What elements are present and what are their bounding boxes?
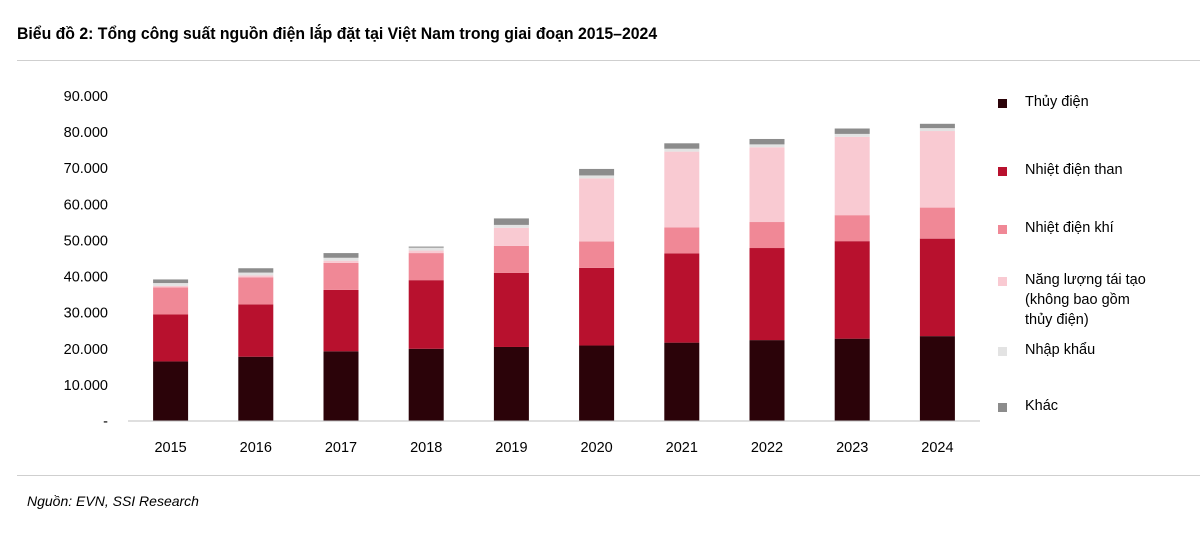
bar-segment — [493, 218, 529, 225]
x-tick-label: 2020 — [580, 440, 612, 456]
bar-segment — [238, 356, 274, 421]
y-tick-label: - — [103, 414, 108, 430]
legend-label: Nhiệt điện than — [1025, 162, 1123, 178]
y-tick-label: 70.000 — [64, 161, 108, 177]
bar-segment — [664, 151, 700, 228]
x-tick-label: 2021 — [666, 440, 698, 456]
x-tick-label: 2022 — [751, 440, 783, 456]
y-tick-label: 90.000 — [64, 89, 108, 105]
bar-segment — [493, 346, 529, 421]
stacked-bar-chart: - 10.000 20.000 30.000 40.000 50.000 60.000 70.… — [64, 89, 980, 456]
bar-segment — [408, 348, 444, 421]
y-tick-label: 60.000 — [64, 197, 108, 213]
bar-segment — [919, 128, 955, 132]
y-tick-label: 50.000 — [64, 233, 108, 249]
bar-segment — [323, 351, 359, 421]
bar-segment — [238, 277, 274, 305]
bar-segment — [408, 250, 444, 254]
legend-swatch — [998, 225, 1007, 234]
bar-segment — [153, 314, 189, 362]
bar-segment — [834, 128, 870, 134]
bar-segment — [664, 253, 700, 343]
bar-segment — [153, 279, 189, 284]
y-tick-label: 40.000 — [64, 270, 108, 286]
legend-label: Thủy điện — [1025, 94, 1089, 110]
x-tick-label: 2024 — [921, 440, 953, 456]
bar-segment — [493, 227, 529, 246]
x-tick-label: 2018 — [410, 440, 442, 456]
legend-label: Nhập khẩu — [1025, 342, 1096, 358]
bar-segment — [834, 136, 870, 216]
legend-swatch — [998, 277, 1007, 286]
chart-title: Biểu đồ 2: Tổng công suất nguồn điện lắp… — [17, 24, 658, 43]
bar-segment — [919, 238, 955, 337]
bar-segment — [408, 253, 444, 281]
bar-segment — [749, 340, 785, 421]
bar-segment — [153, 287, 189, 315]
bar-segment — [664, 227, 700, 254]
bar-segment — [408, 247, 444, 251]
bar-segment — [238, 275, 274, 278]
bar-segment — [323, 289, 359, 352]
bar-segment — [834, 215, 870, 242]
bar-segment — [834, 241, 870, 339]
legend-label: Khác — [1025, 398, 1059, 414]
bar-segment — [749, 222, 785, 249]
bar-segment — [749, 147, 785, 223]
y-tick-label: 20.000 — [64, 342, 108, 358]
legend-swatch — [998, 347, 1007, 356]
y-tick-label: 10.000 — [64, 378, 108, 394]
x-tick-label: 2015 — [154, 440, 186, 456]
bar-segment — [664, 143, 700, 149]
top-divider — [17, 60, 1200, 61]
bar-segment — [238, 272, 274, 276]
legend-swatch — [998, 99, 1007, 108]
bar-segment — [408, 280, 444, 349]
y-tick-label: 80.000 — [64, 125, 108, 141]
bar-segment — [323, 262, 359, 290]
x-tick-label: 2019 — [495, 440, 527, 456]
bar-segment — [493, 245, 529, 273]
bar-segment — [919, 123, 955, 129]
bar-segment — [493, 224, 529, 228]
bottom-divider — [17, 475, 1200, 476]
bar-segment — [749, 248, 785, 341]
bar-segment — [579, 168, 615, 176]
bar-segment — [919, 207, 955, 239]
bar-segment — [408, 246, 444, 248]
y-tick-label: 30.000 — [64, 306, 108, 322]
bar-segment — [323, 257, 359, 261]
source-note: Nguồn: EVN, SSI Research — [27, 493, 199, 509]
bar-segment — [153, 285, 189, 288]
bar-segment — [834, 133, 870, 137]
bar-segment — [153, 283, 189, 286]
x-tick-label: 2017 — [325, 440, 357, 456]
bar-segment — [323, 260, 359, 263]
legend-swatch — [998, 167, 1007, 176]
x-tick-label: 2023 — [836, 440, 868, 456]
legend-swatch — [998, 403, 1007, 412]
bar-segment — [493, 272, 529, 347]
bar-segment — [153, 361, 189, 421]
bar-segment — [749, 144, 785, 148]
legend-label: Nhiệt điện khí — [1025, 220, 1114, 236]
bar-segment — [579, 267, 615, 346]
bar-segment — [664, 148, 700, 152]
bar-segment — [919, 131, 955, 208]
bar-segment — [579, 241, 615, 268]
bar-segment — [323, 253, 359, 258]
bar-segment — [664, 342, 700, 421]
bar-segment — [579, 178, 615, 242]
x-tick-label: 2016 — [240, 440, 272, 456]
bar-segment — [834, 338, 870, 421]
bar-segment — [238, 268, 274, 273]
bar-segment — [919, 336, 955, 421]
bar-segment — [579, 345, 615, 421]
legend-label: Năng lượng tái tạo (không bao gồm thủy đ… — [1025, 272, 1146, 328]
bar-segment — [579, 175, 615, 179]
bar-segment — [749, 138, 785, 145]
bar-segment — [238, 304, 274, 357]
